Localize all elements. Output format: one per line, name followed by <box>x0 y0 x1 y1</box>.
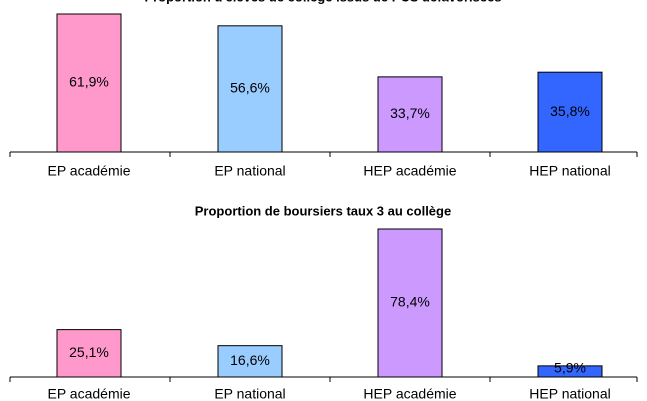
bar <box>537 71 603 153</box>
x-tick-label: EP national <box>214 163 285 179</box>
bar <box>56 329 122 378</box>
value-label: 56,6% <box>230 80 270 96</box>
bar <box>377 228 443 378</box>
chart-title: Proportion de boursiers taux 3 au collèg… <box>195 203 451 218</box>
x-tick-label: EP académie <box>47 163 130 179</box>
value-label: 35,8% <box>550 103 590 119</box>
value-label: 16,6% <box>230 352 270 368</box>
x-tick-label: HEP académie <box>363 386 456 401</box>
x-tick-label: HEP national <box>529 386 610 401</box>
value-label: 33,7% <box>390 105 430 121</box>
value-label: 5,9% <box>554 360 586 376</box>
bar <box>56 13 122 153</box>
value-label: 25,1% <box>69 344 109 360</box>
x-tick-label: HEP académie <box>363 163 456 179</box>
bar <box>377 76 443 153</box>
value-label: 61,9% <box>69 74 109 90</box>
value-label: 78,4% <box>390 294 430 310</box>
x-tick-label: EP académie <box>47 386 130 401</box>
bar <box>217 25 283 153</box>
bar <box>217 345 283 378</box>
chart-title: Proportion d'élèves de collège issus de … <box>144 0 501 4</box>
x-tick-label: HEP national <box>529 163 610 179</box>
x-tick-label: EP national <box>214 386 285 401</box>
